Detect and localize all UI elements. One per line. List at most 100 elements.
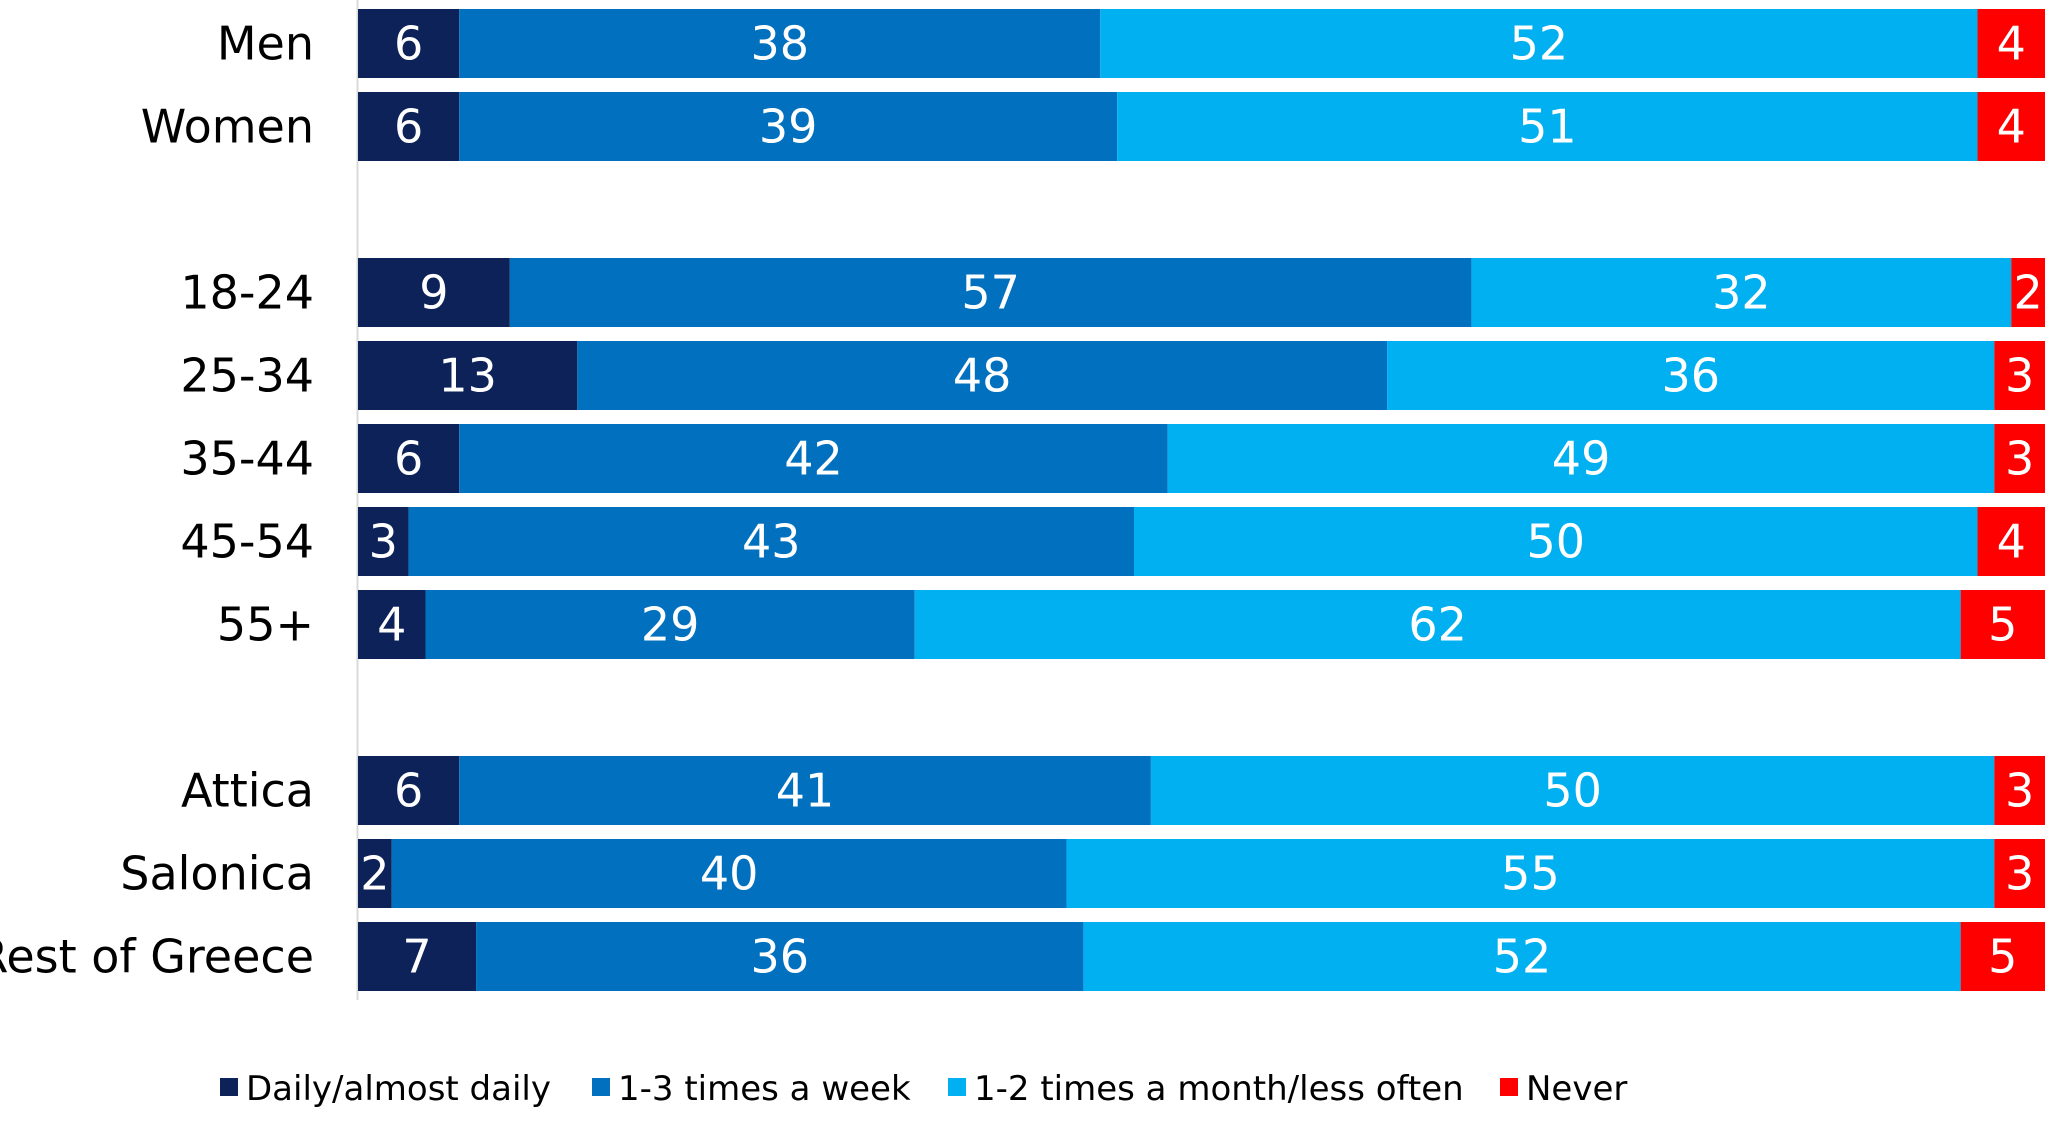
data-label: 4 <box>377 598 406 652</box>
data-label: 50 <box>1543 764 1602 818</box>
bar-segment <box>391 839 1067 908</box>
bar-segment <box>1167 424 1995 493</box>
data-label: 6 <box>394 100 423 154</box>
data-label: 36 <box>750 930 809 984</box>
data-label: 57 <box>961 266 1020 320</box>
data-label: 55 <box>1501 847 1560 901</box>
legend-swatch <box>948 1078 966 1096</box>
bar-segment <box>459 92 1118 161</box>
data-label: 6 <box>394 764 423 818</box>
bar-segment <box>1471 258 2012 327</box>
data-label: 6 <box>394 432 423 486</box>
bar-segment <box>358 9 460 78</box>
data-label: 3 <box>369 515 398 569</box>
category-label-salonica: Salonica <box>120 847 314 901</box>
legend-label: Never <box>1526 1069 1627 1109</box>
data-label: 52 <box>1493 930 1552 984</box>
category-label-women: Women <box>141 100 314 154</box>
data-label: 41 <box>776 764 835 818</box>
data-label: 62 <box>1408 598 1467 652</box>
bar-segment <box>1994 756 2045 825</box>
data-label: 48 <box>953 349 1012 403</box>
bar-segment <box>1994 839 2045 908</box>
data-label: 2 <box>2013 266 2042 320</box>
bar-segment <box>1387 341 1995 410</box>
category-label-attica: Attica <box>181 764 314 818</box>
bar-segment <box>459 424 1168 493</box>
data-label: 51 <box>1518 100 1577 154</box>
data-label: 42 <box>784 432 843 486</box>
bar-segment <box>914 590 1961 659</box>
data-label: 38 <box>750 17 809 71</box>
bar-segment <box>476 922 1084 991</box>
data-label: 36 <box>1661 349 1720 403</box>
data-label: 29 <box>641 598 700 652</box>
category-label-rest-of-greece: Rest of Greece <box>0 930 314 984</box>
category-label-55: 55+ <box>217 598 314 652</box>
data-label: 6 <box>394 17 423 71</box>
data-label: 13 <box>438 349 497 403</box>
data-label: 43 <box>742 515 801 569</box>
bar-segment <box>1960 922 2045 991</box>
bar-segment <box>358 839 392 908</box>
data-label: 4 <box>1997 515 2026 569</box>
data-label: 3 <box>2005 847 2034 901</box>
data-label: 3 <box>2005 349 2034 403</box>
data-label: 40 <box>700 847 759 901</box>
data-label: 49 <box>1552 432 1611 486</box>
bar-segment <box>1150 756 1995 825</box>
bar-segment <box>358 590 426 659</box>
data-label: 9 <box>419 266 448 320</box>
legend-swatch <box>592 1078 610 1096</box>
category-label-18-24: 18-24 <box>180 266 314 320</box>
legend-swatch <box>220 1078 238 1096</box>
bar-segment <box>358 507 409 576</box>
bar-segment <box>509 258 1472 327</box>
bar-segment <box>1066 839 1995 908</box>
bar-segment <box>1100 9 1978 78</box>
bar-segment <box>1994 424 2045 493</box>
data-label: 5 <box>1988 930 2017 984</box>
data-label: 3 <box>2005 432 2034 486</box>
data-label: 39 <box>759 100 818 154</box>
bar-segment <box>358 92 460 161</box>
bar-segment <box>408 507 1135 576</box>
data-label: 4 <box>1997 17 2026 71</box>
category-label-men: Men <box>217 17 314 71</box>
bar-segment <box>1977 9 2045 78</box>
legend-label: 1-3 times a week <box>618 1069 911 1109</box>
data-label: 50 <box>1526 515 1585 569</box>
data-label: 4 <box>1997 100 2026 154</box>
data-label: 7 <box>402 930 431 984</box>
data-label: 32 <box>1712 266 1771 320</box>
legend-swatch <box>1500 1078 1518 1096</box>
bar-segment <box>358 424 460 493</box>
bar-segment <box>1960 590 2045 659</box>
category-label-25-34: 25-34 <box>180 349 314 403</box>
bar-segment <box>1994 341 2045 410</box>
legend-label: 1-2 times a month/less often <box>974 1069 1464 1109</box>
bar-segment <box>577 341 1388 410</box>
bar-segment <box>358 756 460 825</box>
bar-segment <box>2011 258 2045 327</box>
data-label: 2 <box>360 847 389 901</box>
bar-segment <box>358 258 510 327</box>
bar-segment <box>1134 507 1978 576</box>
bar-segment <box>425 590 915 659</box>
category-label-45-54: 45-54 <box>180 515 314 569</box>
bar-segment <box>358 341 578 410</box>
category-label-35-44: 35-44 <box>180 432 314 486</box>
bar-segment <box>459 756 1151 825</box>
legend-label: Daily/almost daily <box>246 1069 551 1109</box>
bar-segment <box>1977 92 2045 161</box>
data-label: 5 <box>1988 598 2017 652</box>
bar-segment <box>459 9 1101 78</box>
bar-segment <box>1977 507 2045 576</box>
bar-segment <box>1083 922 1961 991</box>
bar-segment <box>1117 92 1978 161</box>
data-label: 52 <box>1510 17 1569 71</box>
data-label: 3 <box>2005 764 2034 818</box>
bar-segment <box>358 922 477 991</box>
